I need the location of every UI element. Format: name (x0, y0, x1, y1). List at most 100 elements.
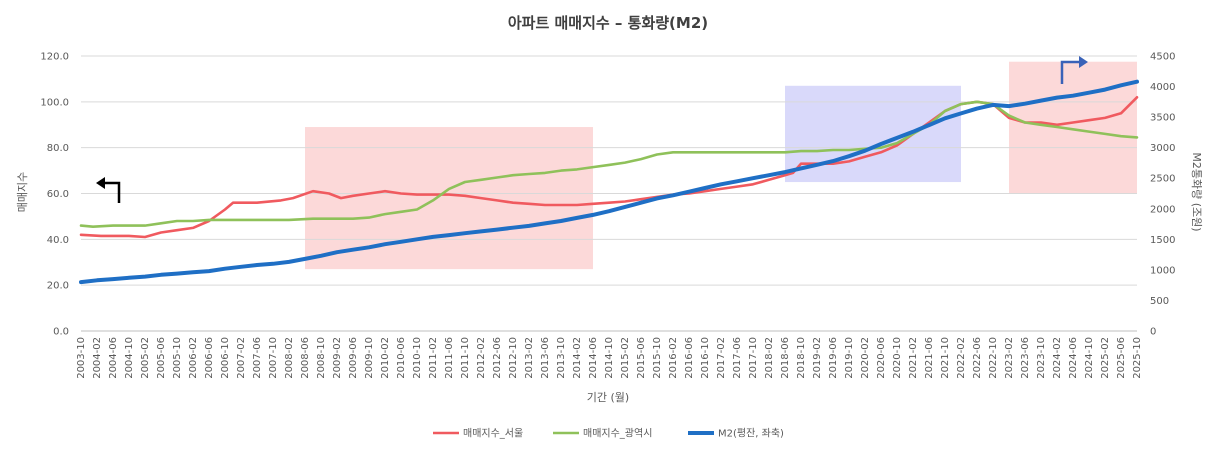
x-tick-label: 2021-10 (940, 337, 951, 379)
y2-tick-label: 1500 (1150, 235, 1175, 246)
x-tick-label: 2024-06 (1068, 337, 1079, 379)
chart-title: 아파트 매매지수 – 통화량(M2) (508, 14, 708, 32)
x-tick-label: 2010-06 (396, 337, 407, 379)
x-tick-label: 2021-02 (908, 337, 919, 379)
x-tick-label: 2007-06 (252, 337, 263, 379)
x-tick-label: 2010-10 (412, 337, 423, 379)
series-line-3 (79, 79, 1139, 285)
y-tick-label: 80.0 (47, 143, 69, 154)
legend-label: 매매지수_서울 (463, 428, 523, 440)
x-tick-label: 2011-06 (444, 337, 455, 379)
left-axis-arrow-icon (96, 177, 121, 203)
legend: 매매지수_서울 매매지수_광역시 M2(평잔, 좌축) (433, 428, 784, 440)
x-tick-label: 2010-02 (380, 337, 391, 379)
x-tick-label: 2006-06 (204, 337, 215, 379)
x-axis-title: 기간 (월) (587, 391, 629, 404)
x-tick-label: 2024-02 (1052, 337, 1063, 379)
y2-tick-label: 0 (1150, 327, 1156, 338)
legend-label: 매매지수_광역시 (583, 428, 652, 440)
x-tick-label: 2022-10 (988, 337, 999, 379)
x-tick-label: 2012-06 (492, 337, 503, 379)
x-tick-label: 2007-02 (236, 337, 247, 379)
x-tick-label: 2009-10 (364, 337, 375, 379)
y-axis-right-title: M2통화량 (조원) (1190, 152, 1203, 231)
x-tick-label: 2020-06 (876, 337, 887, 379)
y2-tick-label: 500 (1150, 296, 1169, 307)
y2-tick-label: 3000 (1150, 143, 1175, 154)
x-tick-label: 2013-06 (540, 337, 551, 379)
x-tick-label: 2008-10 (316, 337, 327, 379)
x-tick-label: 2022-06 (972, 337, 983, 379)
x-tick-label: 2014-02 (572, 337, 583, 379)
y2-tick-label: 2000 (1150, 204, 1175, 215)
x-tick-label: 2023-10 (1036, 337, 1047, 379)
x-tick-label: 2015-10 (652, 337, 663, 379)
x-tick-label: 2012-10 (508, 337, 519, 379)
y2-tick-label: 4000 (1150, 82, 1175, 93)
x-tick-label: 2005-10 (172, 337, 183, 379)
x-tick-label: 2019-10 (844, 337, 855, 379)
y-tick-label: 60.0 (47, 189, 69, 200)
x-tick-label: 2023-02 (1004, 337, 1015, 379)
x-tick-label: 2024-10 (1084, 337, 1095, 379)
x-tick-label: 2013-02 (524, 337, 535, 379)
gridlines (81, 55, 1137, 332)
series-line-1 (79, 96, 1139, 239)
x-tick-label: 2009-06 (348, 337, 359, 379)
x-tick-label: 2018-10 (796, 337, 807, 379)
x-tick-label: 2017-10 (748, 337, 759, 379)
x-tick-label: 2016-06 (684, 337, 695, 379)
y-tick-label: 120.0 (40, 52, 69, 63)
y-axis-left-ticks: 0.0 20.0 40.0 60.0 80.0 100.0 120.0 (40, 52, 69, 338)
x-tick-label: 2020-10 (892, 337, 903, 379)
x-tick-label: 2019-06 (828, 337, 839, 379)
x-tick-label: 2004-02 (92, 337, 103, 379)
x-tick-label: 2022-02 (956, 337, 967, 379)
x-tick-label: 2005-02 (140, 337, 151, 379)
x-tick-label: 2003-10 (76, 337, 87, 379)
y-axis-left-title: 매매지수 (16, 172, 29, 212)
x-tick-label: 2013-10 (556, 337, 567, 379)
x-tick-label: 2016-10 (700, 337, 711, 379)
y2-tick-label: 4500 (1150, 52, 1175, 63)
series-lines (79, 79, 1139, 285)
x-tick-label: 2005-06 (156, 337, 167, 379)
x-tick-label: 2009-02 (332, 337, 343, 379)
x-tick-label: 2025-06 (1116, 337, 1127, 379)
x-tick-label: 2004-06 (108, 337, 119, 379)
x-tick-label: 2023-06 (1020, 337, 1031, 379)
x-tick-label: 2017-06 (732, 337, 743, 379)
y2-tick-label: 3500 (1150, 113, 1175, 124)
x-tick-label: 2016-02 (668, 337, 679, 379)
x-tick-label: 2019-02 (812, 337, 823, 379)
y2-tick-label: 1000 (1150, 265, 1175, 276)
x-tick-label: 2008-02 (284, 337, 295, 379)
x-tick-label: 2004-10 (124, 337, 135, 379)
x-tick-label: 2015-02 (620, 337, 631, 379)
x-tick-label: 2014-10 (604, 337, 615, 379)
y-tick-label: 0.0 (53, 327, 69, 338)
x-tick-label: 2021-06 (924, 337, 935, 379)
y-axis-right-ticks: 0 500 1000 1500 2000 2500 3000 3500 4000 4500 (1150, 52, 1175, 338)
highlight-box-3 (1009, 61, 1137, 194)
x-tick-label: 2025-02 (1100, 337, 1111, 379)
y-tick-label: 100.0 (40, 97, 69, 108)
highlight-box-1 (305, 127, 593, 270)
x-tick-label: 2017-02 (716, 337, 727, 379)
x-tick-label: 2008-06 (300, 337, 311, 379)
y-tick-label: 20.0 (47, 281, 69, 292)
x-tick-label: 2012-02 (476, 337, 487, 379)
x-tick-label: 2006-02 (188, 337, 199, 379)
x-tick-label: 2015-06 (636, 337, 647, 379)
x-tick-label: 2014-06 (588, 337, 599, 379)
x-tick-label: 2020-02 (860, 337, 871, 379)
x-tick-label: 2011-10 (460, 337, 471, 379)
right-axis-arrow-icon (1060, 56, 1088, 84)
x-tick-label: 2007-10 (268, 337, 279, 379)
y-tick-label: 40.0 (47, 235, 69, 246)
series-line-2 (79, 100, 1139, 228)
x-tick-label: 2011-02 (428, 337, 439, 379)
x-tick-label: 2018-02 (764, 337, 775, 379)
x-tick-label: 2018-06 (780, 337, 791, 379)
